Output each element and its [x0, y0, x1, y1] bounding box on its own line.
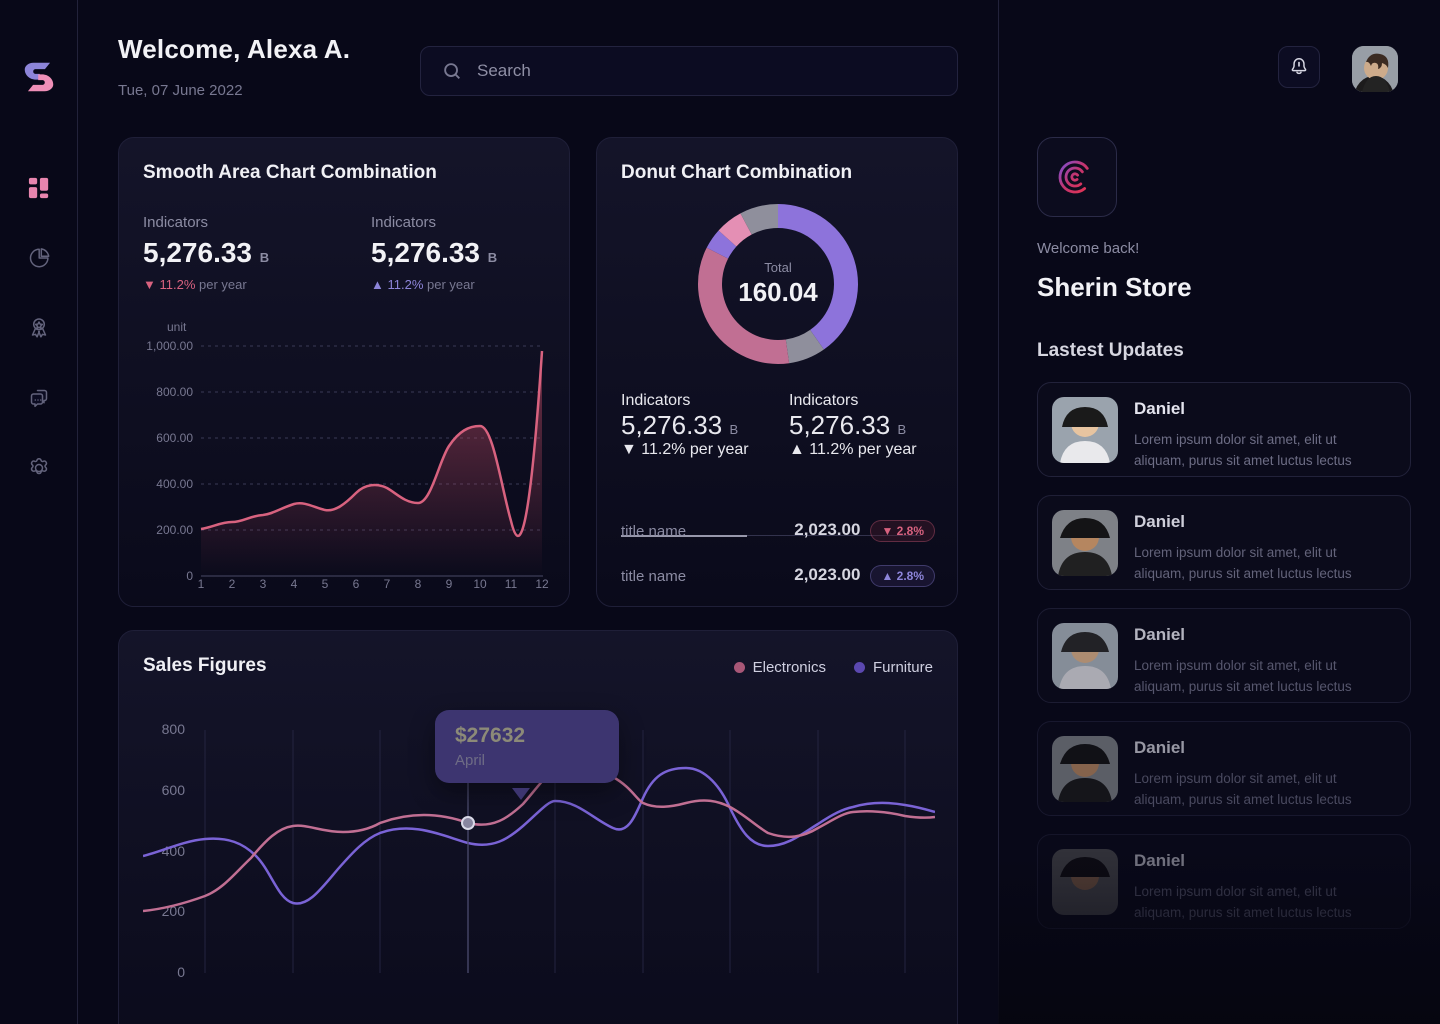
- svg-text:9: 9: [446, 577, 453, 588]
- svg-text:6: 6: [353, 577, 360, 588]
- svg-text:800.00: 800.00: [156, 385, 193, 399]
- svg-text:10: 10: [473, 577, 487, 588]
- svg-text:2: 2: [229, 577, 236, 588]
- svg-text:4: 4: [291, 577, 298, 588]
- svg-text:12: 12: [535, 577, 549, 588]
- svg-text:7: 7: [384, 577, 391, 588]
- svg-text:3: 3: [260, 577, 267, 588]
- svg-text:600: 600: [162, 782, 186, 798]
- svg-text:800: 800: [162, 721, 186, 737]
- svg-text:5: 5: [322, 577, 329, 588]
- svg-text:1: 1: [198, 577, 205, 588]
- svg-text:0: 0: [186, 569, 193, 583]
- svg-text:0: 0: [177, 964, 185, 980]
- svg-text:11: 11: [505, 577, 518, 588]
- svg-text:600.00: 600.00: [156, 431, 193, 445]
- svg-text:200.00: 200.00: [156, 523, 193, 537]
- svg-text:400.00: 400.00: [156, 477, 193, 491]
- svg-text:8: 8: [415, 577, 422, 588]
- svg-text:1,000.00: 1,000.00: [146, 339, 193, 353]
